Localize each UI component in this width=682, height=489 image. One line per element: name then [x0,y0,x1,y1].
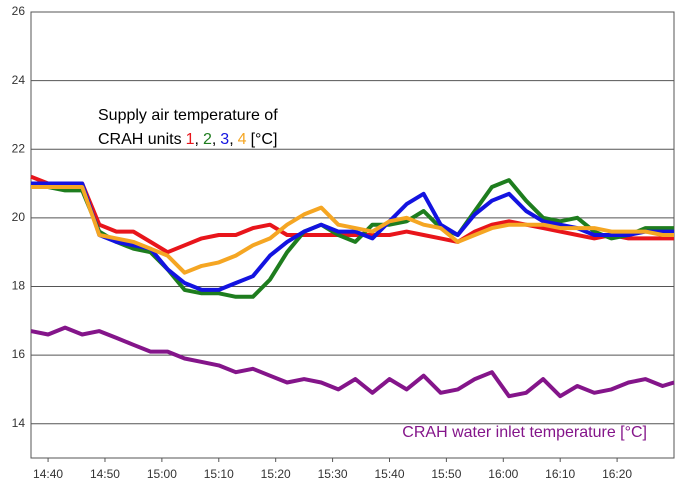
annotation-text: , [194,131,198,148]
x-tick-label: 15:50 [431,467,461,481]
annotation-text: , [229,131,233,148]
x-tick-label: 15:30 [318,467,348,481]
x-tick-label: 14:40 [33,467,63,481]
y-tick-label: 18 [12,279,26,293]
series-line [31,185,674,275]
series-line [30,174,674,255]
y-tick-label: 14 [12,416,26,430]
legend-entry: 1 [186,131,195,148]
x-tick-label: 15:00 [147,467,177,481]
x-tick-label: 16:10 [545,467,575,481]
y-tick-label: 26 [12,4,26,18]
legend-entry: 2 [203,131,212,148]
legend-entry: 4 [238,131,247,148]
y-tick-label: 20 [12,210,26,224]
annotation: Supply air temperature of [98,107,278,124]
x-tick-label: 16:00 [488,467,518,481]
x-tick-label: 15:10 [204,467,234,481]
annotation-text: , [212,131,216,148]
x-tick-label: 15:20 [261,467,291,481]
series-line [30,325,675,399]
x-tick-label: 14:50 [90,467,120,481]
y-tick-label: 16 [12,347,26,361]
annotation-text: [°C] [251,131,278,148]
y-tick-label: 22 [12,141,26,155]
annotation-text: CRAH units [98,131,182,148]
x-tick-label: 16:20 [602,467,632,481]
x-tick-label: 15:40 [374,467,404,481]
series-line [31,178,674,299]
y-tick-label: 24 [12,73,26,87]
annotation: CRAH units 1, 2, 3, 4 [°C] [98,131,277,148]
legend-entry: CRAH water inlet temperature [°C] [402,424,647,441]
legend-entry: 3 [220,131,229,148]
